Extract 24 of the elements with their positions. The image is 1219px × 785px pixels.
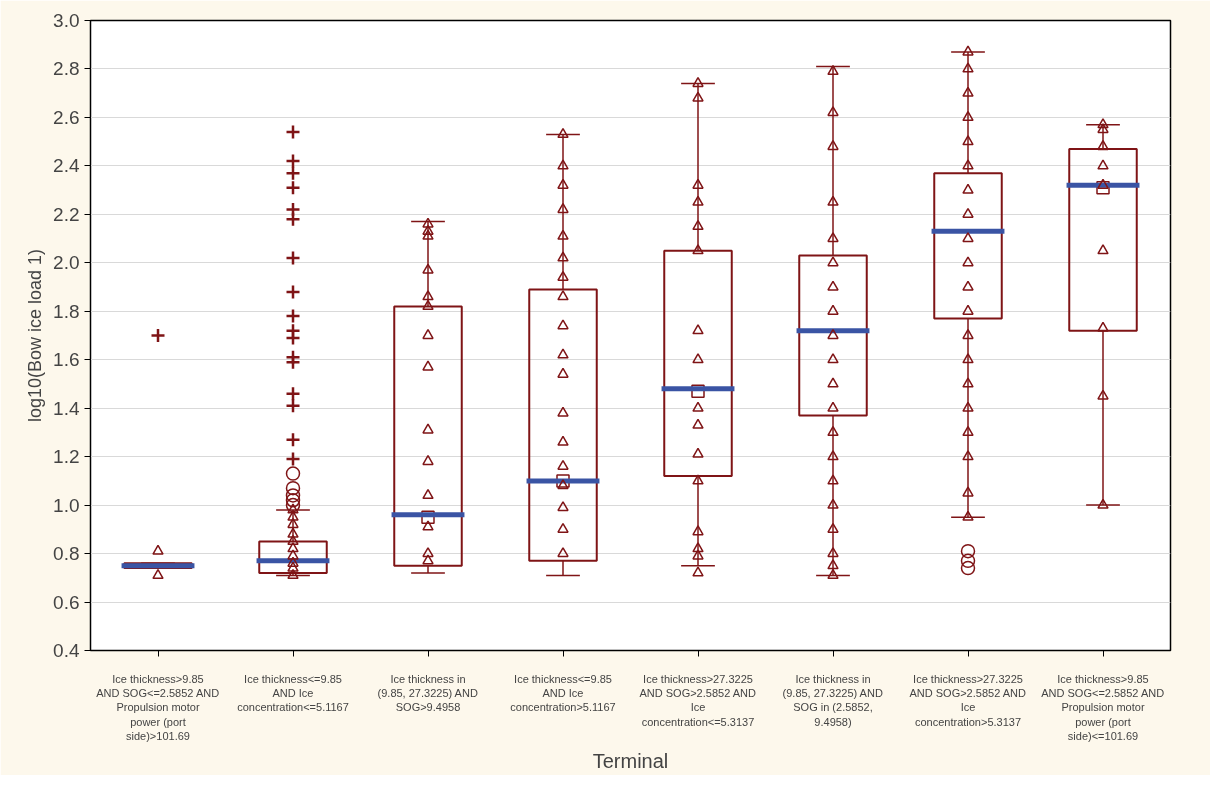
y-tick-label: 0.4	[53, 640, 80, 661]
y-tick-label: 1.6	[53, 349, 80, 371]
y-tick-label: 2.4	[53, 155, 80, 177]
y-tick-label: 1.8	[53, 300, 80, 322]
x-tick-label: Ice thickness in (9.85, 27.3225) AND SOG in (2.5852, 9.4958)	[782, 672, 883, 728]
y-tick-label: 0.8	[53, 543, 80, 565]
x-tick-label: Ice thickness>9.85 AND SOG<=2.5852 AND Propulsion motor power (port side)>101.69	[96, 672, 220, 743]
x-tick-label: Ice thickness<=9.85 AND Ice concentration<=5.1167	[237, 672, 349, 714]
x-tick-label: Ice thickness<=9.85 AND Ice concentration>5.1167	[510, 672, 616, 714]
y-tick-label: 2.6	[53, 106, 80, 128]
y-tick-label: 3.0	[53, 10, 80, 31]
x-tick-label: Ice thickness>9.85 AND SOG<=2.5852 AND Propulsion motor power (port side)<=101.69	[1041, 672, 1165, 743]
y-tick-label: 1.0	[53, 494, 80, 516]
x-tick-label: Ice thickness in (9.85, 27.3225) AND SOG>9.4958	[377, 672, 478, 714]
x-tick-label: Ice thickness>27.3225 AND SOG>2.5852 AND Ice concentration>5.3137	[909, 672, 1026, 728]
x-axis-title: Terminal	[592, 750, 669, 773]
y-tick-label: 1.4	[53, 397, 80, 419]
y-tick-label: 2.2	[53, 203, 80, 225]
y-axis-title: log10(Bow ice load 1)	[25, 248, 46, 423]
y-tick-label: 2.0	[53, 252, 80, 274]
y-tick-label: 1.2	[53, 446, 80, 468]
y-tick-label: 0.6	[53, 591, 80, 613]
x-tick-label: Ice thickness>27.3225 AND SOG>2.5852 AND Ice concentration<=5.3137	[639, 672, 756, 728]
y-tick-label: 2.8	[53, 58, 80, 80]
